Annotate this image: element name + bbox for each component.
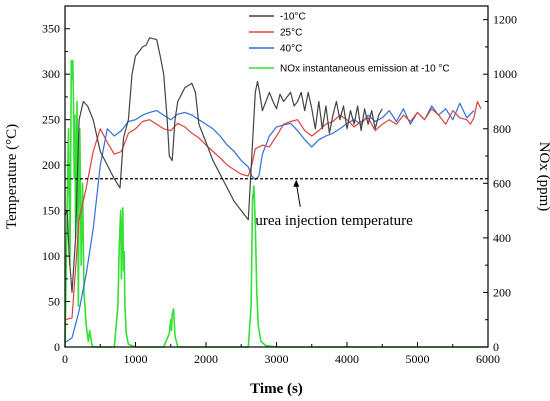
y-right-tick-label-6: 1200 [493, 13, 517, 27]
x-tick-label-0: 0 [62, 352, 68, 366]
legend-label-2: 40°C [280, 44, 302, 55]
y-left-tick-label-7: 350 [42, 22, 60, 36]
y-left-tick-label-1: 50 [48, 295, 60, 309]
y-left-tick-label-5: 250 [42, 113, 60, 127]
y-left-tick-label-4: 200 [42, 158, 60, 172]
y-right-tick-label-2: 400 [493, 231, 511, 245]
y-left-tick-label-6: 300 [42, 67, 60, 81]
y-right-tick-label-3: 600 [493, 176, 511, 190]
series-line-2 [64, 102, 475, 344]
y-left-tick-label-0: 0 [54, 340, 60, 354]
legend-label-0: -10°C [280, 12, 306, 23]
series-line-3 [64, 59, 488, 348]
y-left-tick-label-3: 150 [42, 204, 60, 218]
legend-label-3: NOx instantaneous emission at -10 °C [280, 64, 450, 75]
y-right-tick-label-0: 0 [493, 340, 499, 354]
series-line-1 [64, 100, 482, 321]
x-tick-label-4: 4000 [335, 352, 359, 366]
annotation-label: urea injection temperature [255, 213, 413, 229]
series-line-0 [64, 37, 383, 293]
x-tick-label-6: 6000 [476, 352, 500, 366]
reference-layer: urea injection temperature [65, 178, 488, 229]
axis-layer: 0 1000 2000 3000 4000 5000 6000050100150200250… [42, 13, 517, 366]
x-tick-label-1: 1000 [124, 352, 148, 366]
x-tick-label-5: 5000 [406, 352, 430, 366]
y-right-tick-label-5: 1000 [493, 67, 517, 81]
y-axis-left-title: Temperature (°C) [4, 124, 20, 229]
y-right-tick-label-1: 200 [493, 285, 511, 299]
legend: -10°C 25°C 40°C NOx instantaneous emission … [249, 12, 450, 75]
y-right-tick-label-4: 800 [493, 122, 511, 136]
series-layer [64, 37, 488, 348]
x-tick-label-3: 3000 [265, 352, 289, 366]
plot-frame [64, 5, 489, 348]
annotation-arrowhead [293, 179, 300, 187]
x-tick-label-2: 2000 [194, 352, 218, 366]
y-left-tick-label-2: 100 [42, 249, 60, 263]
x-axis-title: Time (s) [250, 381, 303, 397]
y-axis-right-title: NOx (ppm) [536, 142, 550, 212]
legend-label-1: 25°C [280, 28, 302, 39]
